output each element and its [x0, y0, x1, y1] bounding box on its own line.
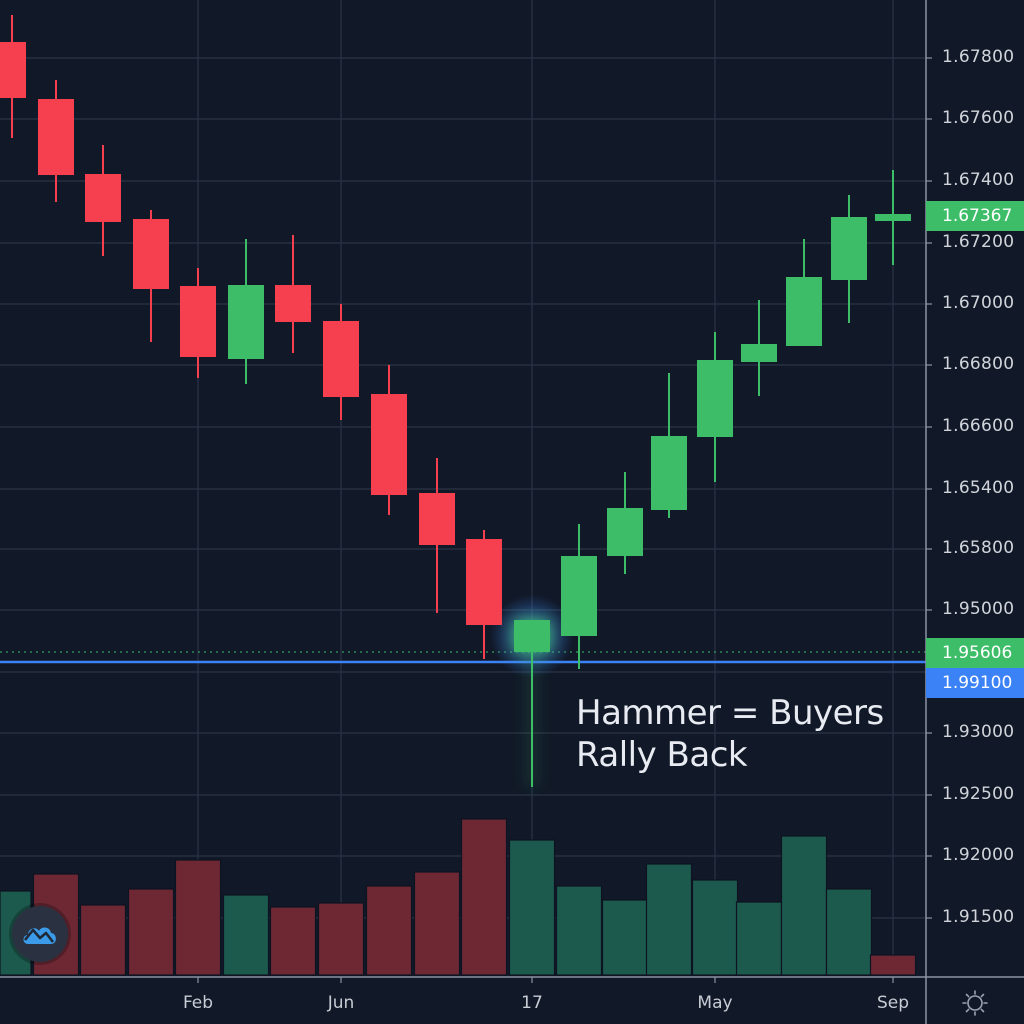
- time-axis-label: Feb: [182, 993, 214, 1013]
- candle[interactable]: [180, 268, 216, 378]
- candle[interactable]: [419, 458, 455, 613]
- price-axis-label: 1.67200: [942, 232, 1015, 252]
- support-price-tag: 1.99100: [926, 668, 1024, 698]
- volume-bar: [825, 888, 873, 976]
- price-axis-label: 1.93000: [942, 722, 1015, 742]
- price-axis-label: 1.67000: [942, 293, 1015, 313]
- volume-bars: [0, 818, 917, 976]
- hammer-candle[interactable]: [514, 620, 550, 787]
- price-axis-label: 1.92000: [942, 845, 1015, 865]
- volume-bar: [460, 818, 508, 976]
- candle[interactable]: [0, 15, 26, 138]
- volume-bar: [413, 871, 461, 976]
- candle[interactable]: [651, 373, 687, 518]
- settings-gear-icon: [962, 990, 988, 1016]
- time-axis-label: 17: [521, 993, 543, 1013]
- annotation-line-2: Rally Back: [576, 735, 748, 775]
- last-price-tag: 1.67367: [926, 201, 1024, 231]
- candle[interactable]: [561, 524, 597, 669]
- candle[interactable]: [133, 210, 169, 342]
- crosshair-price-tag: 1.95606: [926, 638, 1024, 668]
- candle[interactable]: [466, 530, 502, 659]
- volume-bar: [365, 885, 413, 976]
- price-axis-label: 1.95000: [942, 599, 1015, 619]
- volume-bar: [645, 863, 693, 976]
- candle[interactable]: [697, 332, 733, 482]
- volume-bar: [601, 899, 649, 976]
- candle[interactable]: [371, 365, 407, 515]
- candle[interactable]: [831, 195, 867, 323]
- volume-bar: [555, 885, 603, 976]
- candle[interactable]: [786, 239, 822, 346]
- time-axis-label: Sep: [876, 993, 910, 1013]
- chart-logo-button[interactable]: [12, 906, 68, 962]
- volume-bar: [174, 859, 222, 976]
- price-axis-label: 1.92500: [942, 784, 1015, 804]
- candle[interactable]: [607, 472, 643, 574]
- price-axis-label: 1.65800: [942, 538, 1015, 558]
- volume-bar: [222, 894, 270, 976]
- price-axis-label: 1.65400: [942, 478, 1015, 498]
- volume-bar: [869, 954, 917, 976]
- volume-bar: [780, 835, 828, 976]
- price-axis-label: 1.66800: [942, 354, 1015, 374]
- volume-bar: [508, 839, 556, 976]
- volume-bar: [317, 902, 365, 976]
- candle[interactable]: [38, 80, 74, 202]
- volume-bar: [269, 906, 317, 976]
- volume-bar: [735, 901, 783, 976]
- candle[interactable]: [275, 235, 311, 353]
- candle[interactable]: [85, 145, 121, 256]
- time-axis-label: May: [697, 993, 733, 1013]
- price-axis-label: 1.66600: [942, 416, 1015, 436]
- candle[interactable]: [228, 239, 264, 384]
- annotation-line-1: Hammer = Buyers: [576, 693, 884, 733]
- volume-bar: [691, 879, 739, 976]
- cloud-chart-logo-icon: [23, 927, 56, 944]
- candle[interactable]: [741, 300, 777, 396]
- price-axis-label: 1.67800: [942, 47, 1015, 67]
- candle[interactable]: [323, 304, 359, 420]
- price-axis-label: 1.67400: [942, 170, 1015, 190]
- time-axis-label: Jun: [327, 993, 355, 1013]
- candles: [0, 15, 911, 787]
- volume-bar: [127, 888, 175, 976]
- hammer-annotation: Hammer = Buyers Rally Back: [576, 692, 884, 776]
- volume-bar: [79, 904, 127, 976]
- price-axis-label: 1.67600: [942, 108, 1015, 128]
- candle[interactable]: [875, 170, 911, 265]
- settings-button[interactable]: [960, 988, 990, 1018]
- price-axis-label: 1.91500: [942, 907, 1015, 927]
